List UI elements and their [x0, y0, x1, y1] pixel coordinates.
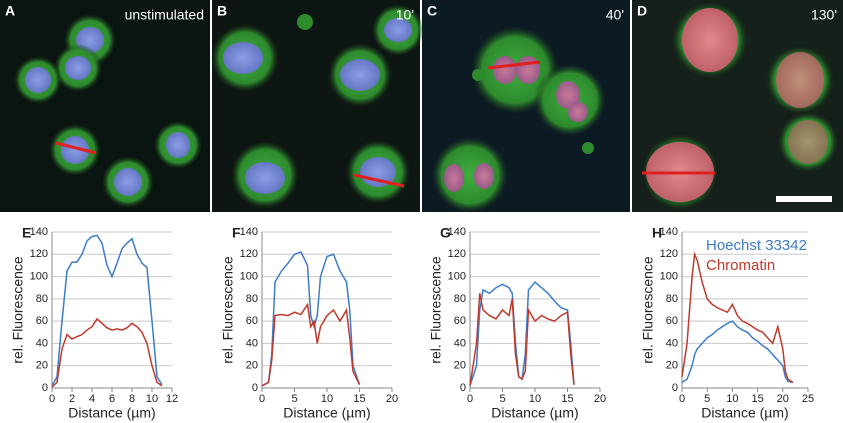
y-tick-label: 20	[246, 360, 258, 372]
x-tick-label: 10	[726, 393, 738, 405]
x-tick-label: 15	[561, 393, 573, 405]
y-tick-label: 100	[448, 270, 466, 282]
panel-letter: H	[652, 225, 662, 241]
panel-letter: C	[427, 3, 437, 19]
y-tick-label: 0	[672, 382, 678, 394]
x-tick-label: 12	[166, 393, 178, 405]
panel-letter: D	[637, 3, 647, 19]
y-tick-label: 20	[666, 360, 678, 372]
y-axis-label: rel. Fluorescence	[220, 256, 236, 364]
panel-caption: 130'	[811, 7, 837, 23]
series-line	[261, 251, 361, 387]
panel-letter: F	[232, 225, 241, 241]
plot-area	[52, 232, 172, 388]
x-tick-label: 0	[259, 393, 265, 405]
x-tick-label: 6	[109, 393, 115, 405]
x-tick-label: 20	[777, 393, 789, 405]
x-axis-label: Distance (µm)	[283, 405, 370, 421]
x-axis-label: Distance (µm)	[68, 405, 155, 421]
y-tick-label: 140	[30, 226, 48, 238]
panel-letter: G	[440, 225, 451, 241]
x-tick-label: 10	[321, 393, 333, 405]
panel-caption: 40'	[606, 7, 624, 23]
panel-letter: B	[217, 3, 227, 19]
y-tick-label: 80	[666, 293, 678, 305]
x-tick-label: 0	[467, 393, 473, 405]
series-line	[681, 320, 794, 384]
y-tick-label: 80	[36, 293, 48, 305]
x-tick-label: 10	[529, 393, 541, 405]
x-axis-label: Distance (µm)	[491, 405, 578, 421]
y-tick-label: 60	[666, 315, 678, 327]
y-axis-label: rel. Fluorescence	[640, 256, 656, 364]
x-tick-label: 15	[353, 393, 365, 405]
y-axis-label: rel. Fluorescence	[10, 256, 26, 364]
series-line	[681, 251, 794, 384]
y-tick-label: 100	[660, 270, 678, 282]
legend-label: Hoechst 33342	[706, 237, 807, 254]
x-tick-label: 5	[291, 393, 297, 405]
x-tick-label: 20	[386, 393, 398, 405]
x-tick-label: 5	[704, 393, 710, 405]
cells-a	[14, 14, 202, 208]
plot-area	[262, 232, 392, 388]
y-tick-label: 0	[42, 382, 48, 394]
y-tick-label: 140	[660, 226, 678, 238]
x-tick-label: 0	[49, 393, 55, 405]
series-line	[51, 234, 163, 387]
y-tick-label: 40	[454, 337, 466, 349]
panel-caption: unstimulated	[125, 7, 204, 23]
micrographs	[0, 0, 843, 213]
y-tick-label: 100	[240, 270, 258, 282]
y-tick-label: 100	[30, 270, 48, 282]
x-tick-label: 0	[679, 393, 685, 405]
y-tick-label: 0	[252, 382, 258, 394]
y-tick-label: 0	[460, 382, 466, 394]
y-tick-label: 60	[36, 315, 48, 327]
x-axis-label: Distance (µm)	[701, 405, 788, 421]
y-tick-label: 120	[240, 248, 258, 260]
y-tick-label: 140	[448, 226, 466, 238]
cells-d	[642, 2, 838, 210]
x-tick-label: 4	[89, 393, 95, 405]
y-tick-label: 120	[448, 248, 466, 260]
y-tick-label: 40	[246, 337, 258, 349]
x-tick-label: 20	[594, 393, 606, 405]
panel-letter: A	[5, 3, 15, 19]
x-tick-label: 2	[69, 393, 75, 405]
y-tick-label: 20	[36, 360, 48, 372]
y-tick-label: 20	[454, 360, 466, 372]
y-axis-label: rel. Fluorescence	[428, 256, 444, 364]
legend-label: Chromatin	[706, 257, 775, 274]
cells-b	[211, 4, 424, 209]
y-tick-label: 140	[240, 226, 258, 238]
y-tick-label: 120	[30, 248, 48, 260]
y-tick-label: 40	[36, 337, 48, 349]
x-tick-label: 5	[499, 393, 505, 405]
panel-letter: E	[22, 225, 31, 241]
series-line	[261, 302, 361, 387]
plot-area	[682, 232, 808, 388]
x-tick-label: 10	[146, 393, 158, 405]
y-tick-label: 120	[660, 248, 678, 260]
series-line	[51, 317, 163, 388]
plot-area	[470, 232, 600, 388]
y-tick-label: 60	[246, 315, 258, 327]
y-tick-label: 80	[454, 293, 466, 305]
x-tick-label: 8	[129, 393, 135, 405]
y-tick-label: 40	[666, 337, 678, 349]
x-tick-label: 15	[751, 393, 763, 405]
panel-caption: 10'	[396, 7, 414, 23]
x-tick-label: 25	[802, 393, 814, 405]
y-tick-label: 80	[246, 293, 258, 305]
y-tick-label: 60	[454, 315, 466, 327]
cells-c	[432, 26, 606, 213]
series-line	[469, 293, 575, 386]
